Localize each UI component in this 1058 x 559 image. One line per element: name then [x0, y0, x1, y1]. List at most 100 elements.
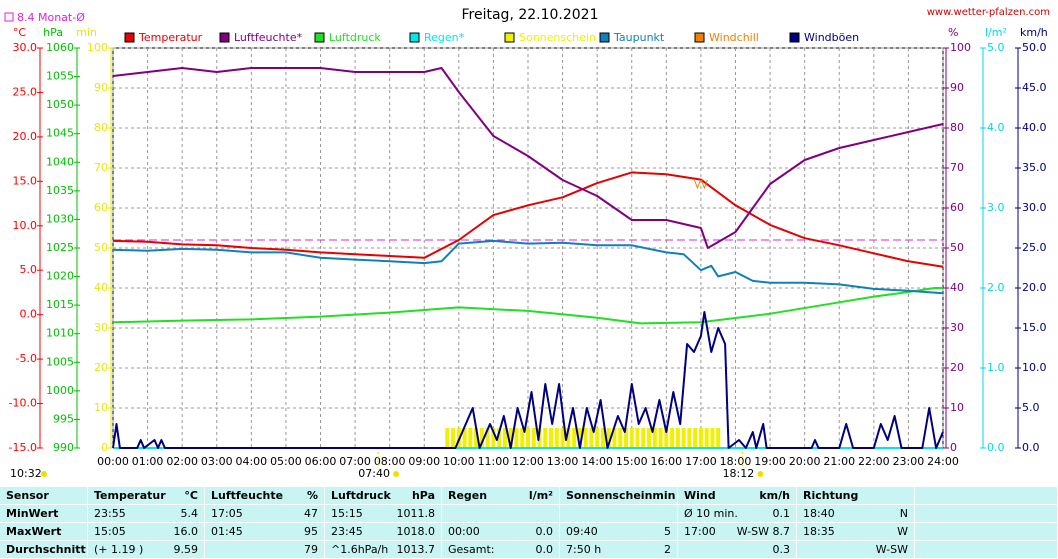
- cell-text: (+ 1.19 ): [94, 543, 144, 556]
- axis-unit: min: [76, 26, 97, 39]
- x-tick-label: 00:00: [97, 455, 129, 468]
- x-tick-label: 03:00: [201, 455, 233, 468]
- table-cell: Gesamt: 0.0: [442, 541, 560, 559]
- legend-label: Temperatur: [138, 31, 203, 44]
- y-tick-label: 3.0: [987, 201, 1005, 214]
- sunshine-bar: [704, 428, 709, 448]
- y-tick-label: -5.0: [16, 352, 37, 365]
- windchill-marker: [693, 179, 701, 190]
- sunrise-icon: [393, 471, 400, 477]
- y-tick-label: 5.0: [1022, 401, 1040, 414]
- y-tick-label: 990: [53, 441, 74, 454]
- sunshine-bar: [543, 428, 548, 448]
- y-tick-label: 4.0: [987, 121, 1005, 134]
- y-tick-label: 70: [94, 161, 108, 174]
- table-cell: 01:45 95: [205, 523, 325, 541]
- sunshine-bar: [629, 428, 634, 448]
- x-tick-label: 11:00: [478, 455, 510, 468]
- cell-text: 18:40: [803, 507, 835, 520]
- series-line: [112, 287, 943, 325]
- legend-swatch: [314, 32, 325, 43]
- table-cell: Regen l/m²: [442, 487, 560, 505]
- table-cell: 17:00 W-SW 8.7: [678, 523, 797, 541]
- sunshine-bar: [502, 428, 507, 448]
- series-line: [112, 239, 944, 295]
- cell-text: Durchschnitt: [6, 543, 86, 556]
- cell-text: W-SW 8.7: [736, 525, 790, 538]
- sunshine-bar: [618, 428, 623, 448]
- windchill-marker: [700, 179, 708, 190]
- y-tick-label: 25.0: [1022, 241, 1047, 254]
- y-tick-label: 60: [950, 201, 964, 214]
- x-tick-label: 06:00: [305, 455, 337, 468]
- x-tick-label: 15:00: [616, 455, 648, 468]
- sunshine-bar: [664, 428, 669, 448]
- sunshine-bar: [600, 428, 605, 448]
- cell-text: N: [899, 507, 908, 520]
- cell-text: 23:45: [331, 525, 363, 538]
- table-cell: 18:35 W: [797, 523, 915, 541]
- cell-text: W: [897, 525, 908, 538]
- x-tick-label: 19:00: [754, 455, 786, 468]
- sun-icon: [41, 471, 47, 477]
- series-line: [112, 171, 944, 268]
- table-cell: Wind km/h: [678, 487, 797, 505]
- cell-text: 7:50 h: [566, 543, 602, 556]
- sunshine-bar: [710, 428, 715, 448]
- table-cell: Luftdruck hPa: [325, 487, 442, 505]
- x-tick-label: 05:00: [270, 455, 302, 468]
- cell-text: Ø 10 min.: [684, 507, 738, 520]
- cell-text: 9.59: [173, 543, 199, 556]
- cell-text: 0.0: [535, 543, 554, 556]
- sunshine-bar: [670, 428, 675, 448]
- cell-text: 01:45: [211, 525, 243, 538]
- x-tick-label: 21:00: [823, 455, 855, 468]
- y-tick-label: 1015: [46, 298, 74, 311]
- y-tick-label: 1.0: [987, 361, 1005, 374]
- cell-text: 79: [304, 543, 318, 556]
- y-tick-label: 0.0: [1022, 441, 1040, 454]
- legend-swatch: [504, 32, 515, 43]
- y-tick-label: 0.0: [20, 308, 38, 321]
- sunshine-bar: [641, 428, 646, 448]
- cell-text: 47: [304, 507, 318, 520]
- y-tick-label: 1055: [46, 70, 74, 83]
- table-cell: 7:50 h 2: [560, 541, 678, 559]
- table-cell: 09:40 5: [560, 523, 678, 541]
- y-tick-label: 0: [101, 441, 108, 454]
- y-tick-label: 80: [950, 121, 964, 134]
- y-tick-label: 0.0: [987, 441, 1005, 454]
- y-tick-label: 10.0: [1022, 361, 1047, 374]
- y-tick-label: 20: [94, 361, 108, 374]
- legend-swatch: [409, 32, 420, 43]
- table-cell: 15:15 1011.8: [325, 505, 442, 523]
- table-cell: [915, 487, 1058, 505]
- cell-text: MinWert: [6, 507, 59, 520]
- cell-text: Sensor: [6, 489, 49, 502]
- cell-text: hPa: [411, 489, 435, 502]
- legend-label: Regen*: [424, 31, 465, 44]
- table-cell: [915, 541, 1058, 559]
- sunshine-bar: [474, 428, 479, 448]
- y-tick-label: 15.0: [1022, 321, 1047, 334]
- sunset-label: 18:12: [723, 467, 755, 480]
- sunshine-bar: [716, 428, 721, 448]
- x-tick-label: 18:00: [720, 455, 752, 468]
- y-tick-label: 30: [950, 321, 964, 334]
- table-cell: Sensor: [0, 487, 88, 505]
- y-tick-label: 90: [950, 81, 964, 94]
- table-cell: ^1.6hPa/h 1013.7: [325, 541, 442, 559]
- x-tick-label: 14:00: [581, 455, 613, 468]
- table-cell: Richtung: [797, 487, 915, 505]
- table-cell: Sonnenschein min: [560, 487, 678, 505]
- table-cell: 79: [205, 541, 325, 559]
- table-cell: (+ 1.19 ) 9.59: [88, 541, 205, 559]
- table-cell: MinWert: [0, 505, 88, 523]
- sunshine-bar: [445, 428, 450, 448]
- series-line: [112, 67, 944, 249]
- sunshine-bar: [520, 428, 525, 448]
- y-tick-label: 40.0: [1022, 121, 1047, 134]
- axis-unit: km/h: [1020, 26, 1048, 39]
- legend-label: Sonnenschein: [519, 31, 596, 44]
